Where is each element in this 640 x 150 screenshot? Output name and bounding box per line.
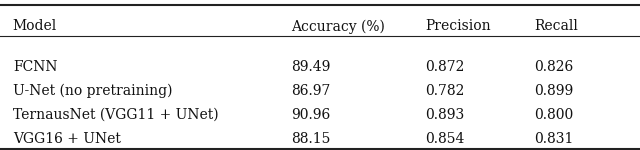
Text: Model: Model xyxy=(13,20,57,33)
Text: 0.831: 0.831 xyxy=(534,132,574,146)
Text: VGG16 + UNet: VGG16 + UNet xyxy=(13,132,121,146)
Text: 0.800: 0.800 xyxy=(534,108,573,122)
Text: 86.97: 86.97 xyxy=(291,84,331,98)
Text: Precision: Precision xyxy=(426,20,492,33)
Text: TernausNet (VGG11 + UNet): TernausNet (VGG11 + UNet) xyxy=(13,108,218,122)
Text: 89.49: 89.49 xyxy=(291,60,331,74)
Text: Recall: Recall xyxy=(534,20,579,33)
Text: FCNN: FCNN xyxy=(13,60,58,74)
Text: 88.15: 88.15 xyxy=(291,132,331,146)
Text: 0.782: 0.782 xyxy=(426,84,465,98)
Text: U-Net (no pretraining): U-Net (no pretraining) xyxy=(13,84,172,98)
Text: 0.872: 0.872 xyxy=(426,60,465,74)
Text: Accuracy (%): Accuracy (%) xyxy=(291,20,385,34)
Text: 90.96: 90.96 xyxy=(291,108,330,122)
Text: 0.899: 0.899 xyxy=(534,84,573,98)
Text: 0.893: 0.893 xyxy=(426,108,465,122)
Text: 0.854: 0.854 xyxy=(426,132,465,146)
Text: 0.826: 0.826 xyxy=(534,60,573,74)
